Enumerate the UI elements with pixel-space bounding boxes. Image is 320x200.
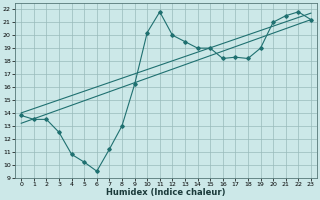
X-axis label: Humidex (Indice chaleur): Humidex (Indice chaleur) [106, 188, 226, 197]
